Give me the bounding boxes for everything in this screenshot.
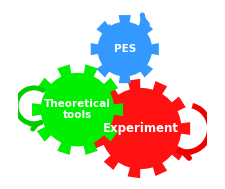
Text: PES: PES (114, 44, 136, 54)
Polygon shape (91, 15, 159, 83)
Polygon shape (32, 64, 123, 155)
Polygon shape (92, 79, 190, 178)
Text: Theoretical
tools: Theoretical tools (44, 99, 111, 120)
Text: Experiment: Experiment (103, 122, 179, 135)
